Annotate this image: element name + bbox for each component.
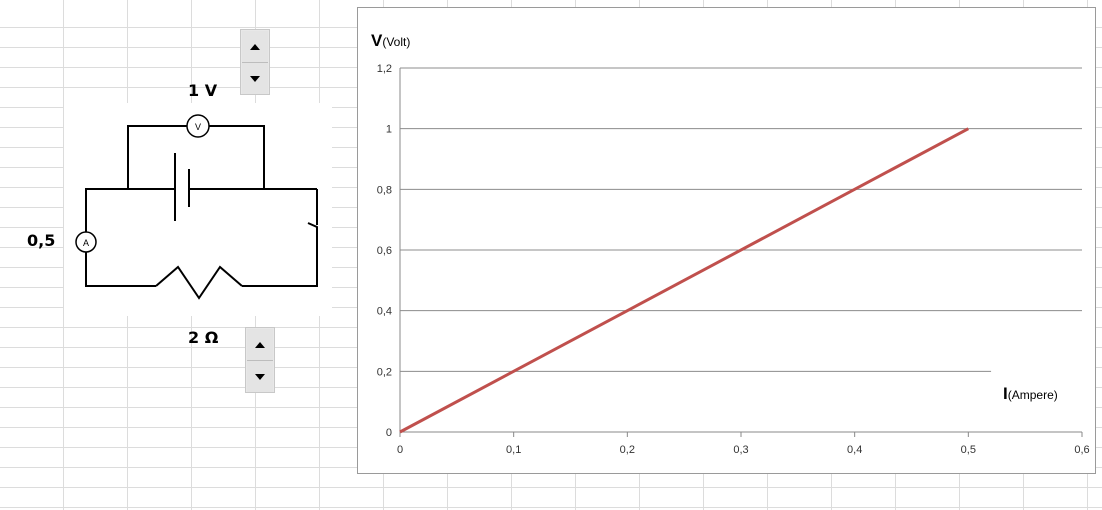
voltage-readout: 1 V	[188, 81, 218, 100]
ammeter-icon: A	[75, 231, 97, 253]
resistance-spinner[interactable]	[245, 327, 275, 393]
x-tick-label: 0,6	[1074, 444, 1089, 456]
x-tick-labels: 0 0,1 0,2 0,3 0,4 0,5 0,6	[397, 444, 1090, 456]
y-tick-label: 0,2	[377, 366, 392, 378]
voltage-down-button[interactable]	[242, 63, 268, 94]
x-tick-label: 0,5	[961, 444, 976, 456]
x-tick-label: 0,2	[620, 444, 635, 456]
y-tick-label: 0	[386, 427, 392, 439]
chart-series	[399, 127, 970, 434]
current-readout: 0,5	[27, 231, 56, 250]
voltmeter-wire-right	[209, 125, 265, 189]
resistor-icon	[155, 265, 243, 300]
svg-text:A: A	[83, 238, 89, 248]
main-wire-top	[85, 188, 175, 233]
switch-icon	[307, 222, 318, 235]
resistance-readout: 2 Ω	[188, 328, 219, 347]
y-tick-label: 1	[386, 124, 392, 136]
x-tick-label: 0	[397, 444, 403, 456]
y-axis-title: V(Volt)	[371, 31, 410, 50]
circuit-diagram: V A	[64, 103, 332, 316]
series-line	[399, 127, 970, 434]
triangle-up-icon	[255, 341, 265, 348]
triangle-down-icon	[250, 75, 260, 82]
svg-text:V: V	[195, 122, 201, 132]
y-tick-label: 1,2	[377, 63, 392, 75]
voltage-spinner[interactable]	[240, 29, 270, 95]
resistance-down-button[interactable]	[247, 361, 273, 392]
x-tick-label: 0,1	[506, 444, 521, 456]
resistance-up-button[interactable]	[247, 329, 273, 361]
voltmeter-wire	[127, 125, 187, 189]
voltage-up-button[interactable]	[242, 31, 268, 63]
triangle-down-icon	[255, 373, 265, 380]
x-tick-label: 0,4	[847, 444, 862, 456]
y-tick-labels: 0 0,2 0,4 0,6 0,8 1 1,2	[377, 63, 392, 439]
y-tick-label: 0,6	[377, 245, 392, 257]
x-tick-label: 0,3	[733, 444, 748, 456]
y-tick-label: 0,8	[377, 184, 392, 196]
y-tick-label: 0,4	[377, 306, 392, 318]
chart-gridlines	[399, 67, 1083, 437]
voltmeter-icon: V	[186, 114, 210, 138]
triangle-up-icon	[250, 43, 260, 50]
vi-chart: 0 0,2 0,4 0,6 0,8 1 1,2 0 0,1 0,2 0,3 0,4 0,5 0,6 V(…	[357, 7, 1096, 474]
x-axis-title: I(Ampere)	[1003, 384, 1058, 403]
